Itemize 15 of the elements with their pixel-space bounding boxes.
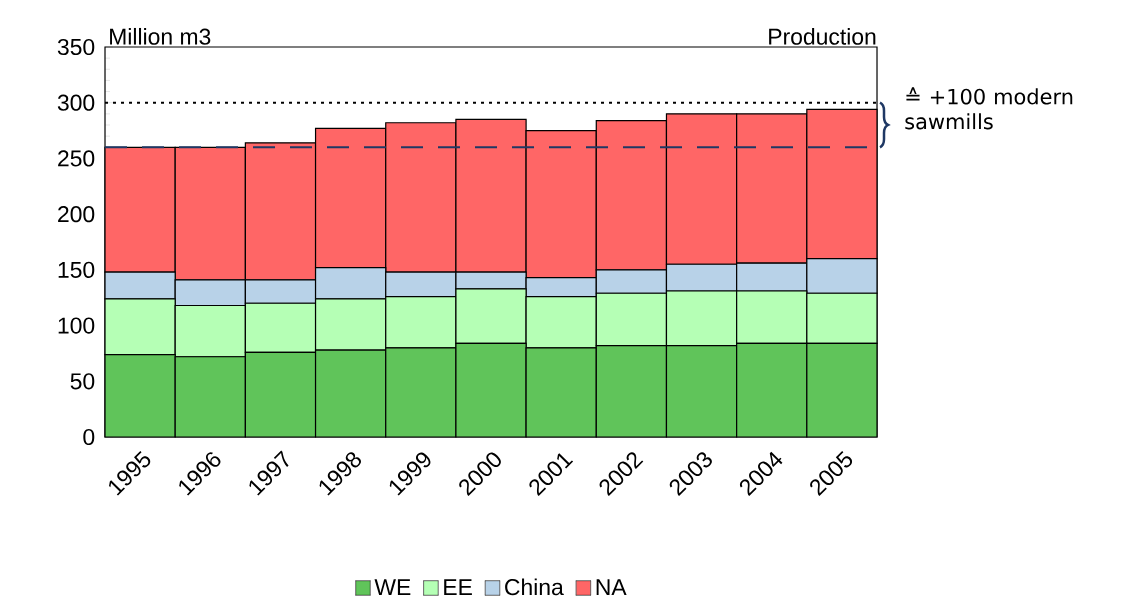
y-tick-label: 250 — [58, 150, 95, 167]
y-tick-label: 150 — [58, 261, 95, 278]
legend-label: NA — [596, 579, 627, 595]
text: ≙ +100 modern sawmills — [905, 87, 1073, 130]
y-tick-label: 50 — [70, 373, 95, 390]
y-tick-label: 200 — [58, 206, 95, 223]
y-tick-label: 0 — [83, 428, 95, 446]
chart-title: Production — [769, 27, 876, 45]
legend-label: EE — [444, 579, 472, 595]
legend-label: WE — [374, 579, 411, 595]
y-tick-label: 350 — [57, 38, 95, 56]
legend-label: China — [505, 578, 564, 596]
y-axis-title: Million m3 — [110, 27, 211, 45]
y-tick-label: 100 — [58, 317, 95, 334]
y-tick-label: 300 — [57, 94, 95, 111]
